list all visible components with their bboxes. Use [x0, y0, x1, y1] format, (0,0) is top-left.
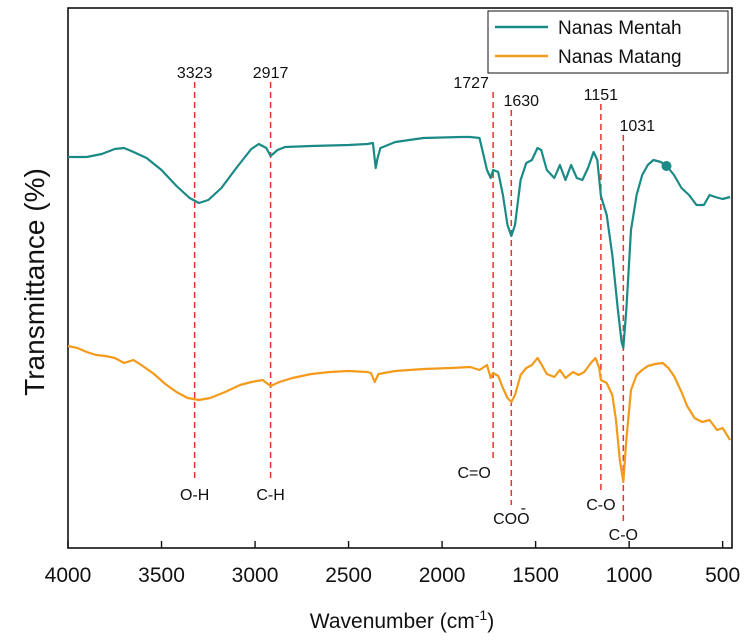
y-axis-title: Transmittance (%) [19, 168, 50, 396]
x-axis-title: Wavenumber (cm-1) [310, 607, 494, 633]
x-tick-label-500: 500 [705, 564, 740, 587]
group-label-co-1727: C=O [457, 465, 490, 482]
x-axis-title-text: Wavenumber (cm [310, 610, 475, 633]
series-line-nanas-matang [67, 344, 732, 484]
x-tick-label-2500: 2500 [325, 564, 372, 587]
group-label-oh-3323: O-H [180, 487, 209, 504]
group-label-co-1031: C-O [609, 527, 638, 544]
x-tick-label-3500: 3500 [138, 564, 185, 587]
x-tick-label-4000: 4000 [45, 564, 92, 587]
series-marker-nanas-mentah [661, 161, 672, 171]
x-tick-label-1000: 1000 [606, 564, 653, 587]
peak-annotations: 3323 O-H 2917 C-H 1727 C=O 1630 COO- 1151 C-O 1031… [177, 65, 655, 544]
x-axis-title-close: ) [487, 610, 494, 633]
legend-box [487, 10, 729, 74]
x-tick-label-1500: 1500 [512, 564, 559, 587]
x-tick-label-2000: 2000 [419, 564, 466, 587]
series-line-nanas-mentah [68, 135, 731, 350]
group-label-ch-2917: C-H [256, 487, 284, 504]
series-lines [67, 135, 732, 484]
peak-label-1727: 1727 [453, 75, 489, 92]
group-label-co-1151: C-O [586, 497, 615, 514]
peak-label-3323: 3323 [177, 65, 213, 82]
peak-label-1031: 1031 [620, 118, 656, 135]
peak-label-2917: 2917 [253, 65, 289, 82]
x-tick-label-3000: 3000 [232, 564, 279, 587]
group-label-coo-superscript: - [521, 500, 526, 517]
legend-label-nanas-matang: Nanas Matang [558, 47, 682, 68]
peak-label-1630: 1630 [503, 93, 539, 110]
group-label-coo-1630: COO [493, 511, 529, 528]
x-axis-ticks: 4000 3500 3000 2500 2000 1500 1000 500 [45, 541, 740, 587]
peak-label-1151: 1151 [584, 87, 619, 104]
x-axis-title-superscript: -1 [475, 607, 488, 623]
reference-lines [193, 82, 625, 525]
legend-label-nanas-mentah: Nanas Mentah [558, 18, 682, 39]
legend: Nanas Mentah Nanas Matang [487, 10, 729, 74]
plot-frame [67, 7, 733, 549]
